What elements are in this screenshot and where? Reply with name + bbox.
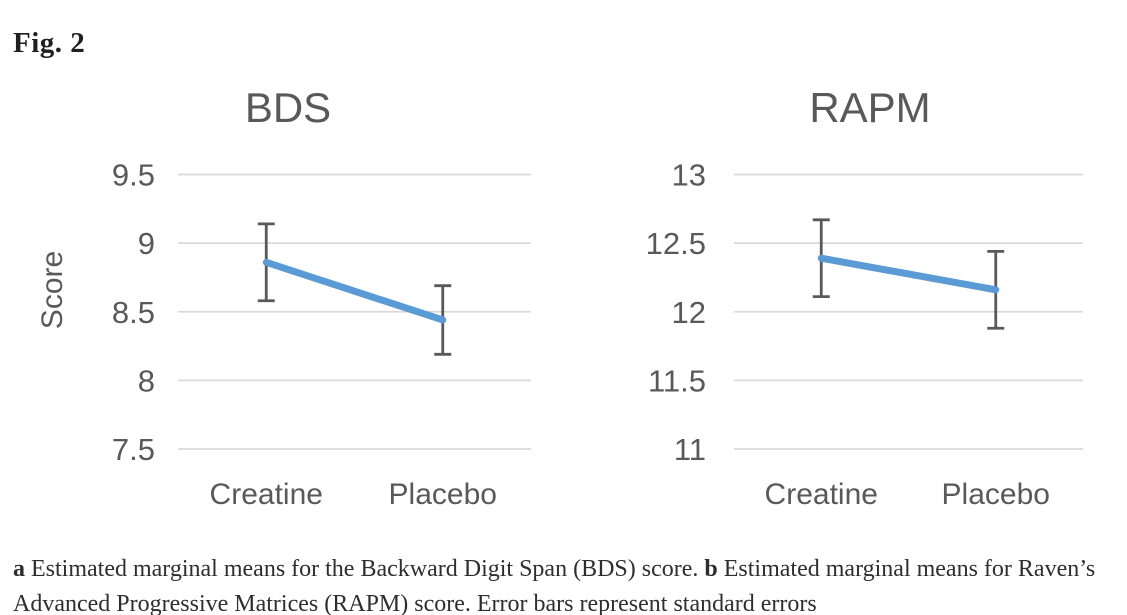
y-tick-label: 11.5: [648, 363, 706, 398]
y-tick-label: 8.5: [112, 295, 155, 330]
y-axis-title: Score: [36, 251, 69, 329]
y-tick-label: 9: [138, 226, 155, 261]
x-category-label: Placebo: [389, 478, 497, 511]
caption-text: Estimated marginal means for the Backwar…: [25, 556, 705, 582]
x-category-label: Creatine: [210, 478, 323, 511]
figure-label: Fig. 2: [13, 27, 86, 59]
y-tick-label: 7.5: [112, 432, 155, 467]
caption-panel-marker: a: [13, 556, 25, 582]
rapm-chart: 13 12.5 12 11.5 11 Creatine Placebo RAPM: [646, 84, 1083, 511]
x-category-label: Placebo: [942, 478, 1050, 511]
y-tick-label: 8: [138, 363, 155, 398]
y-tick-label: 9.5: [112, 158, 155, 193]
y-tick-label: 12: [672, 295, 706, 330]
chart-title: RAPM: [809, 84, 930, 131]
caption-text: Estimated marginal means for Raven’s Adv…: [13, 556, 1096, 615]
data-line: [817, 254, 1000, 294]
y-tick-label: 12.5: [646, 226, 706, 261]
chart-title: BDS: [245, 84, 331, 131]
figure-caption: a Estimated marginal means for the Backw…: [13, 552, 1120, 615]
x-category-label: Creatine: [765, 478, 878, 511]
y-tick-label: 11: [674, 432, 706, 467]
y-tick-label: 13: [672, 158, 706, 193]
caption-panel-marker: b: [704, 556, 718, 582]
data-line: [262, 258, 447, 324]
bds-chart: 9.5 9 8.5 8 7.5 Creatine Placebo BDS Score: [36, 84, 531, 511]
